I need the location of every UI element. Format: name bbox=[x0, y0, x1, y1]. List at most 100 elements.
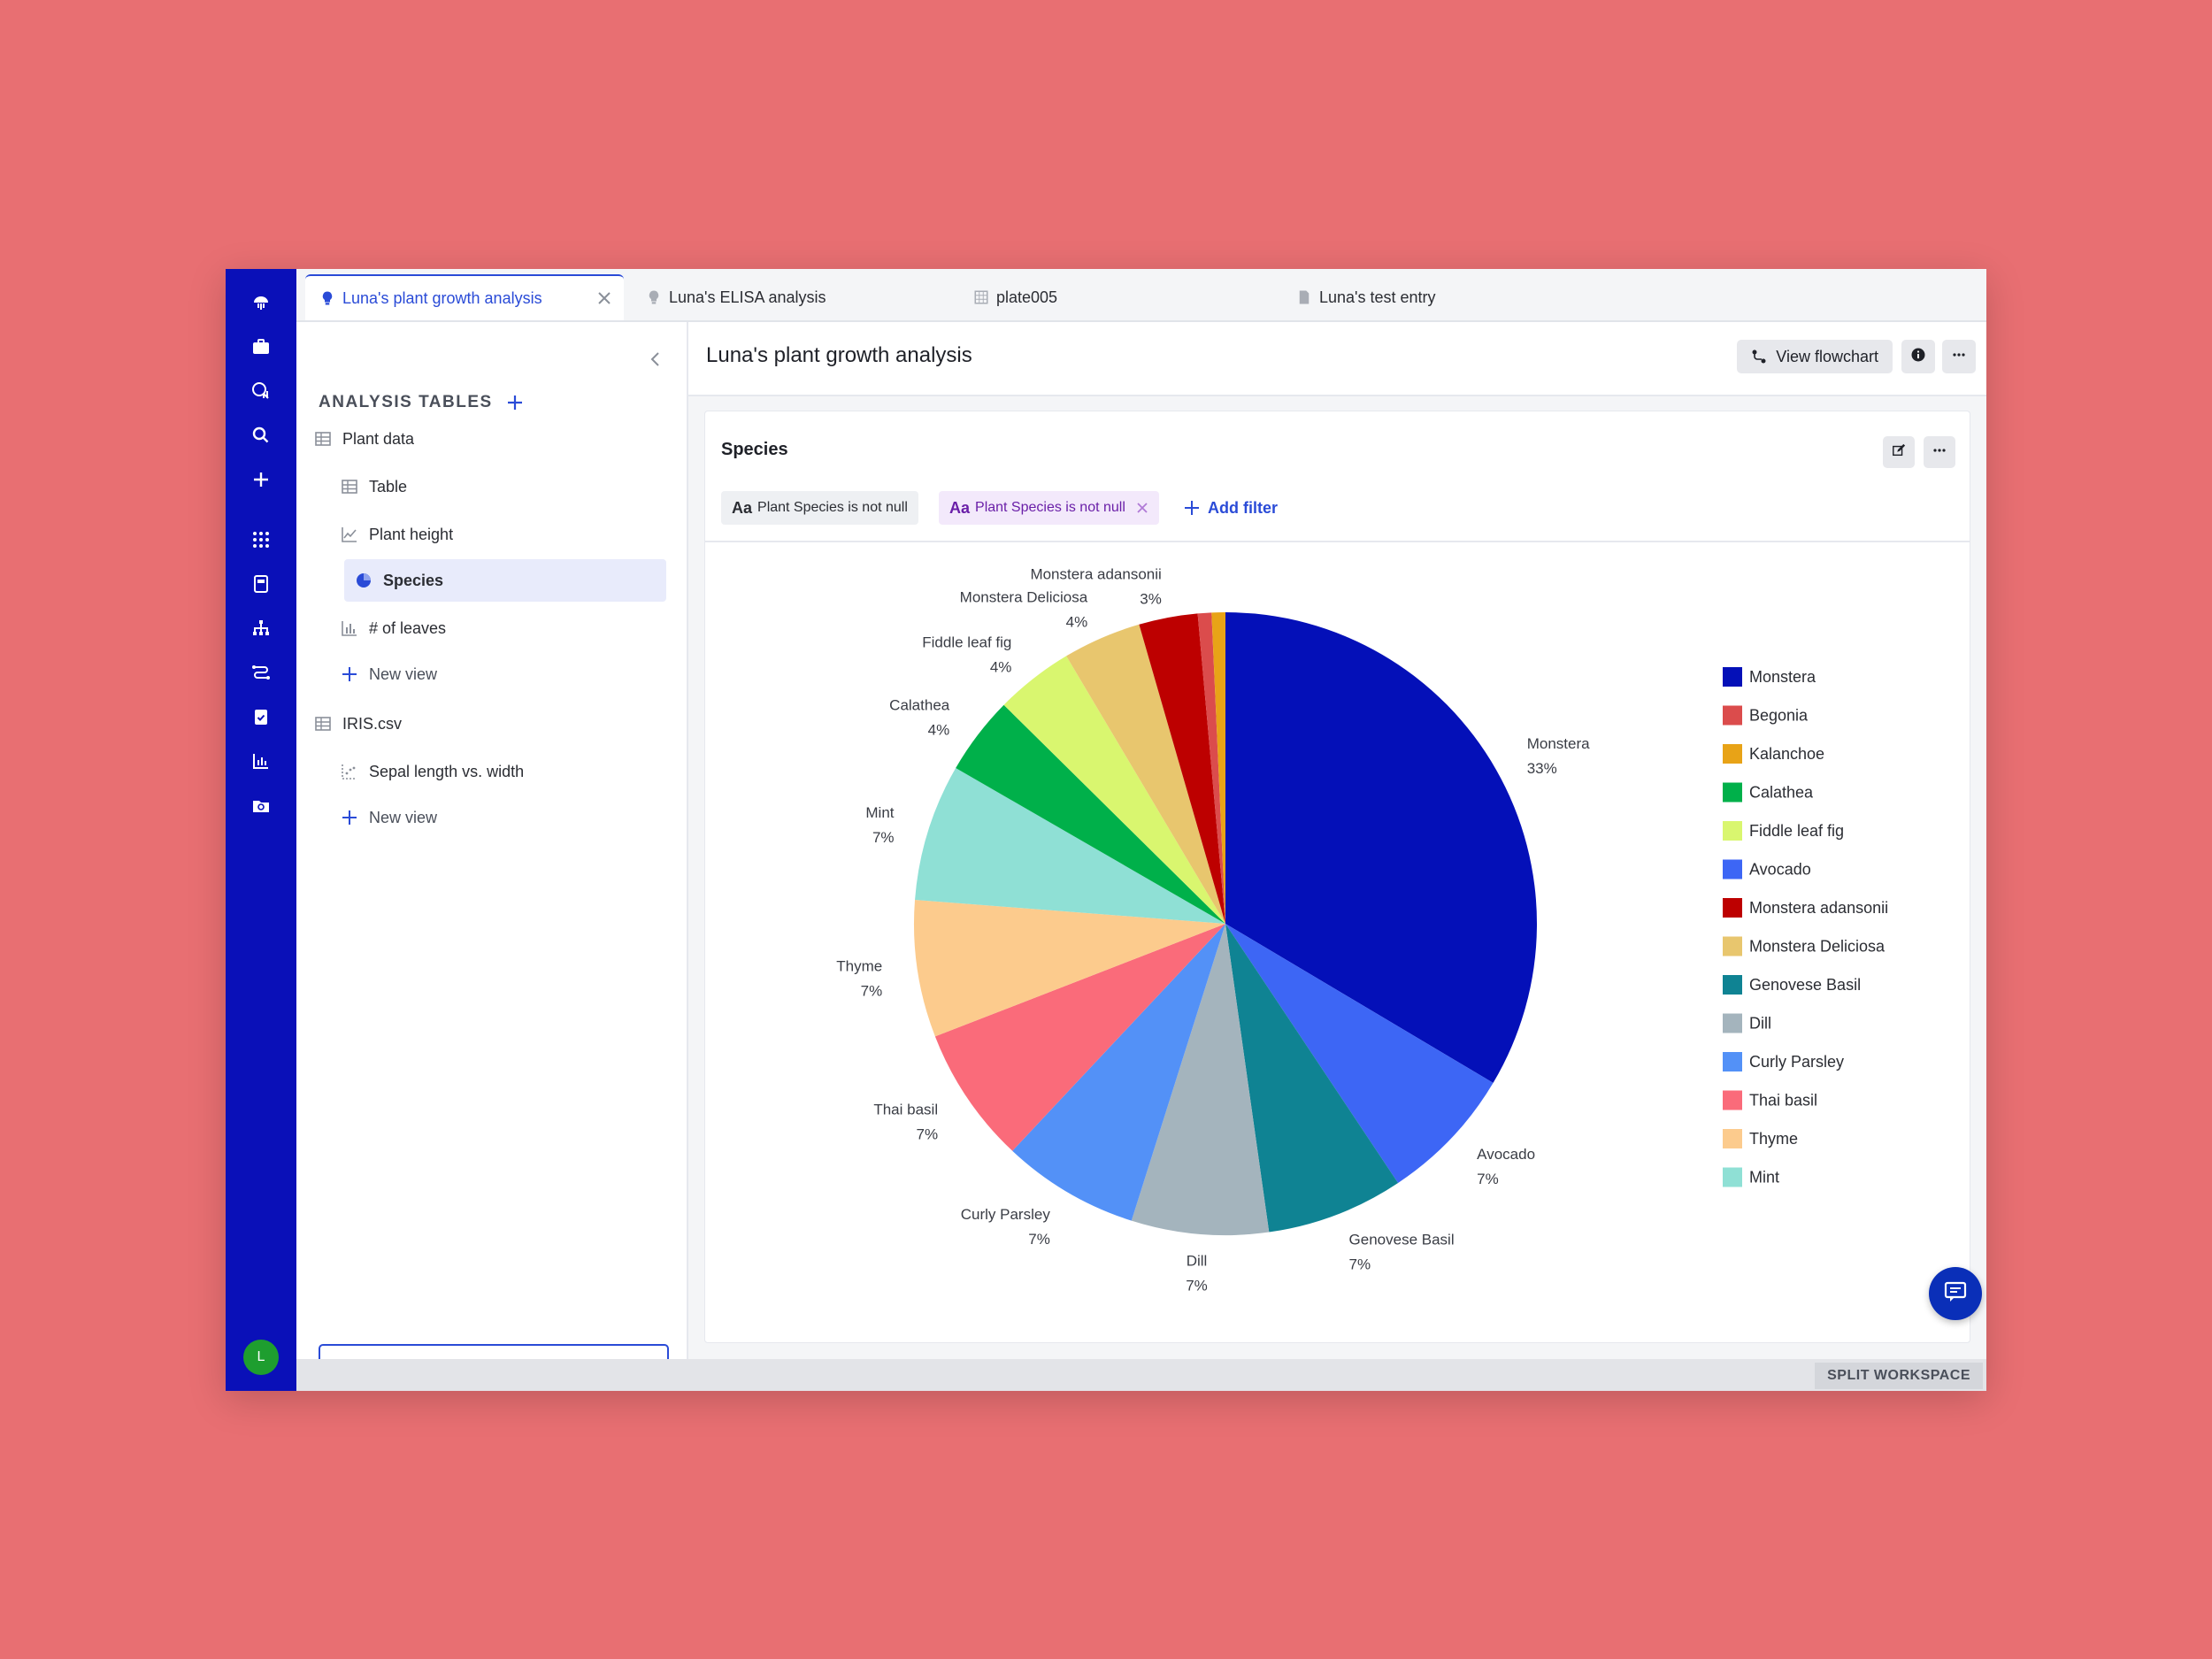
search-icon[interactable] bbox=[245, 419, 277, 451]
split-workspace-button[interactable]: SPLIT WORKSPACE bbox=[1815, 1363, 1983, 1389]
main-header: Luna's plant growth analysis View flowch… bbox=[688, 322, 1986, 396]
legend-entry[interactable]: Fiddle leaf fig bbox=[1749, 822, 1844, 840]
pie-slice-genovese-basil[interactable] bbox=[1225, 924, 1399, 1233]
filter-chip-active[interactable]: Aa Plant Species is not null bbox=[939, 491, 1159, 525]
bulb-icon bbox=[319, 290, 335, 306]
tree-view-plant-height[interactable]: Plant height bbox=[341, 513, 453, 556]
slice-percent-label: 7% bbox=[861, 982, 883, 999]
more-options-button[interactable] bbox=[1942, 340, 1976, 373]
legend-entry[interactable]: Monstera adansonii bbox=[1749, 899, 1888, 917]
legend-swatch bbox=[1723, 975, 1742, 995]
new-view-button[interactable]: New view bbox=[341, 796, 437, 839]
pie-slice-thyme[interactable] bbox=[914, 900, 1225, 1037]
logo-icon[interactable] bbox=[245, 287, 277, 319]
close-icon[interactable] bbox=[595, 289, 613, 307]
tree-view-table[interactable]: Table bbox=[341, 465, 407, 508]
avatar[interactable]: L bbox=[243, 1340, 279, 1375]
plus-icon bbox=[341, 665, 358, 683]
pie-slice-kalanchoe[interactable] bbox=[1211, 612, 1225, 924]
legend-entry[interactable]: Calathea bbox=[1749, 784, 1814, 802]
tree-table-iris[interactable]: IRIS.csv bbox=[314, 703, 402, 745]
scatter-chart-icon bbox=[341, 763, 358, 780]
legend-entry[interactable]: Thai basil bbox=[1749, 1092, 1817, 1110]
add-filter-button[interactable]: Add filter bbox=[1183, 491, 1278, 525]
table-icon bbox=[314, 430, 332, 448]
slice-percent-label: 4% bbox=[1066, 613, 1088, 630]
card-more-button[interactable] bbox=[1924, 436, 1955, 468]
legend-entry[interactable]: Avocado bbox=[1749, 861, 1811, 879]
folder-sync-icon[interactable] bbox=[245, 789, 277, 821]
tree-view-species-selected[interactable]: Species bbox=[344, 559, 666, 602]
chat-button[interactable] bbox=[1929, 1267, 1982, 1320]
chevron-left-icon[interactable] bbox=[645, 349, 666, 370]
apps-grid-icon[interactable] bbox=[245, 524, 277, 556]
legend-entry[interactable]: Kalanchoe bbox=[1749, 745, 1824, 763]
legend-swatch bbox=[1723, 1090, 1742, 1110]
filter-chip[interactable]: Aa Plant Species is not null bbox=[721, 491, 918, 525]
tab-label: plate005 bbox=[996, 288, 1058, 306]
legend-swatch bbox=[1723, 936, 1742, 956]
view-flowchart-button[interactable]: View flowchart bbox=[1737, 340, 1893, 373]
legend-entry[interactable]: Mint bbox=[1749, 1169, 1779, 1187]
tab-plate005[interactable]: plate005 bbox=[973, 274, 1057, 320]
remove-filter-icon[interactable] bbox=[1136, 502, 1148, 514]
legend-entry[interactable]: Genovese Basil bbox=[1749, 976, 1861, 994]
pie-slice-dill[interactable] bbox=[1131, 924, 1270, 1235]
new-view-button[interactable]: New view bbox=[341, 653, 437, 695]
pie-slice-begonia[interactable] bbox=[1197, 612, 1225, 924]
legend-entry[interactable]: Monstera bbox=[1749, 668, 1816, 686]
notebook-icon[interactable] bbox=[245, 568, 277, 600]
legend-entry[interactable]: Dill bbox=[1749, 1015, 1771, 1033]
tree-label: New view bbox=[369, 664, 438, 683]
tab-test-entry[interactable]: Luna's test entry bbox=[1296, 274, 1436, 320]
pie-slice-mint[interactable] bbox=[915, 768, 1225, 924]
legend-entry[interactable]: Begonia bbox=[1749, 707, 1809, 725]
tree-view-sepal[interactable]: Sepal length vs. width bbox=[341, 750, 524, 793]
info-button[interactable] bbox=[1901, 340, 1935, 373]
legend-entry[interactable]: Monstera Deliciosa bbox=[1749, 938, 1886, 956]
reports-icon[interactable] bbox=[245, 745, 277, 777]
legend-swatch bbox=[1723, 859, 1742, 879]
slice-percent-label: 33% bbox=[1527, 760, 1557, 777]
tab-plant-growth-analysis[interactable]: Luna's plant growth analysis bbox=[305, 274, 624, 320]
pie-slice-calathea[interactable] bbox=[956, 704, 1225, 924]
add-icon[interactable] bbox=[245, 464, 277, 495]
main-panel: Luna's plant growth analysis View flowch… bbox=[688, 322, 1986, 1359]
pie-slice-thai-basil[interactable] bbox=[934, 924, 1225, 1151]
tree-view-leaves[interactable]: # of leaves bbox=[341, 607, 446, 649]
legend-swatch bbox=[1723, 782, 1742, 803]
filter-label: Plant Species is not null bbox=[975, 500, 1125, 515]
pie-slice-fiddle-leaf-fig[interactable] bbox=[1003, 656, 1225, 924]
clipboard-check-icon[interactable] bbox=[245, 701, 277, 733]
hierarchy-icon[interactable] bbox=[245, 612, 277, 644]
slice-percent-label: 3% bbox=[1140, 591, 1162, 608]
slice-name-label: Genovese Basil bbox=[1349, 1231, 1455, 1248]
pie-slice-monstera[interactable] bbox=[1225, 612, 1537, 1083]
slice-percent-label: 7% bbox=[1349, 1256, 1371, 1272]
add-table-icon[interactable] bbox=[505, 393, 525, 412]
legend-entry[interactable]: Curly Parsley bbox=[1749, 1053, 1844, 1071]
tab-elisa-analysis[interactable]: Luna's ELISA analysis bbox=[646, 274, 826, 320]
ellipsis-icon bbox=[1951, 347, 1967, 367]
page-title: Luna's plant growth analysis bbox=[706, 343, 972, 367]
slice-name-label: Thyme bbox=[836, 957, 882, 974]
legend-entry[interactable]: Thyme bbox=[1749, 1130, 1798, 1148]
pie-slice-monstera-adansonii[interactable] bbox=[1139, 613, 1225, 924]
pie-slice-avocado[interactable] bbox=[1225, 924, 1494, 1183]
workflow-icon[interactable] bbox=[245, 657, 277, 688]
edit-icon bbox=[1892, 443, 1906, 462]
pie-slice-monstera-deliciosa[interactable] bbox=[1066, 624, 1225, 924]
bottom-bar: SPLIT WORKSPACE bbox=[296, 1359, 1986, 1391]
table-icon bbox=[314, 715, 332, 733]
slice-name-label: Curly Parsley bbox=[961, 1206, 1051, 1223]
insights-icon[interactable] bbox=[245, 375, 277, 407]
plus-icon bbox=[341, 809, 358, 826]
briefcase-icon[interactable] bbox=[245, 331, 277, 363]
legend-swatch bbox=[1723, 667, 1742, 687]
text-type-icon: Aa bbox=[732, 498, 753, 517]
edit-view-button[interactable] bbox=[1883, 436, 1915, 468]
bulb-icon bbox=[646, 289, 662, 305]
tree-table-plant-data[interactable]: Plant data bbox=[314, 418, 414, 460]
pie-slice-curly-parsley[interactable] bbox=[1012, 924, 1225, 1221]
add-filter-label: Add filter bbox=[1208, 498, 1278, 517]
